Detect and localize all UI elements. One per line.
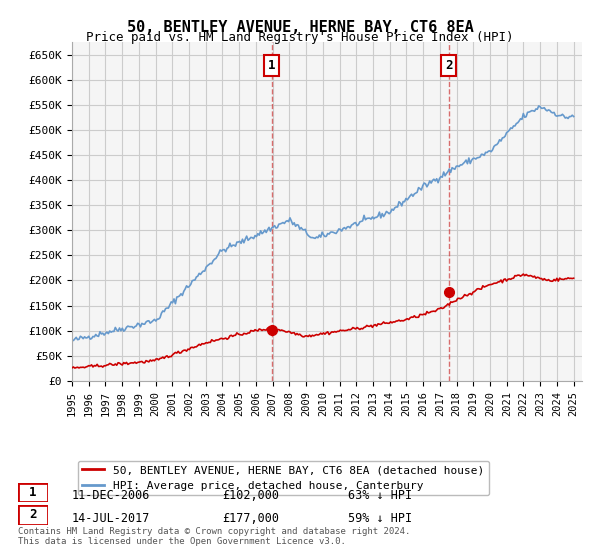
Text: £102,000: £102,000 bbox=[222, 489, 279, 502]
FancyBboxPatch shape bbox=[18, 505, 48, 525]
Text: 11-DEC-2006: 11-DEC-2006 bbox=[72, 489, 151, 502]
Text: 50, BENTLEY AVENUE, HERNE BAY, CT6 8EA: 50, BENTLEY AVENUE, HERNE BAY, CT6 8EA bbox=[127, 20, 473, 35]
Text: Price paid vs. HM Land Registry's House Price Index (HPI): Price paid vs. HM Land Registry's House … bbox=[86, 31, 514, 44]
Text: 1: 1 bbox=[29, 486, 37, 499]
Text: 1: 1 bbox=[268, 59, 275, 72]
Text: 59% ↓ HPI: 59% ↓ HPI bbox=[348, 511, 412, 525]
Text: 2: 2 bbox=[29, 508, 37, 521]
Text: 63% ↓ HPI: 63% ↓ HPI bbox=[348, 489, 412, 502]
Legend: 50, BENTLEY AVENUE, HERNE BAY, CT6 8EA (detached house), HPI: Average price, det: 50, BENTLEY AVENUE, HERNE BAY, CT6 8EA (… bbox=[77, 461, 489, 496]
Text: 14-JUL-2017: 14-JUL-2017 bbox=[72, 511, 151, 525]
Text: Contains HM Land Registry data © Crown copyright and database right 2024.
This d: Contains HM Land Registry data © Crown c… bbox=[18, 526, 410, 546]
Text: £177,000: £177,000 bbox=[222, 511, 279, 525]
Text: 2: 2 bbox=[445, 59, 452, 72]
FancyBboxPatch shape bbox=[18, 483, 48, 502]
